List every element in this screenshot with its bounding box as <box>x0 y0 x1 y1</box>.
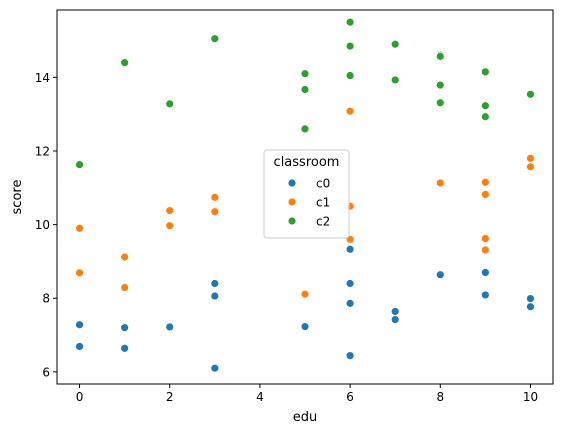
ticks-layer: 0 2 4 6 8 10 6 8 10 12 14 <box>35 71 538 404</box>
data-point-c1 <box>75 268 84 278</box>
data-point-c0 <box>75 320 84 330</box>
data-point-c1 <box>75 223 84 233</box>
data-point-c0 <box>210 279 220 288</box>
data-point-c2 <box>435 98 445 108</box>
data-point-c0 <box>480 290 490 300</box>
y-tick-label: 14 <box>35 71 50 85</box>
data-point-c1 <box>165 221 175 231</box>
data-point-c0 <box>390 307 400 316</box>
y-tick-label: 10 <box>35 218 50 232</box>
y-tick-label: 12 <box>35 144 50 158</box>
data-point-c2 <box>210 34 220 44</box>
data-point-c1 <box>480 177 490 187</box>
x-tick-label: 2 <box>166 390 174 404</box>
data-point-c0 <box>210 363 220 373</box>
data-point-c0 <box>435 270 445 280</box>
data-point-c2 <box>300 69 310 79</box>
data-point-c0 <box>165 322 175 332</box>
x-tick-label: 10 <box>523 390 538 404</box>
legend-box <box>263 149 350 239</box>
data-point-c1 <box>345 106 355 116</box>
data-point-c2 <box>480 101 490 111</box>
y-tick-label: 8 <box>42 292 50 306</box>
data-point-c1 <box>210 207 220 217</box>
data-point-c0 <box>345 351 355 361</box>
data-point-c0 <box>75 342 84 351</box>
x-tick-label: 0 <box>76 390 84 404</box>
data-point-c0 <box>526 302 535 312</box>
x-tick-label: 8 <box>436 390 444 404</box>
data-point-c2 <box>120 58 130 68</box>
legend: classroom c0 c1 c2 <box>263 149 350 239</box>
data-point-c2 <box>480 112 490 122</box>
legend-marker-c0 <box>287 178 297 188</box>
data-point-c1 <box>480 234 490 244</box>
data-point-c1 <box>480 190 490 199</box>
x-tick-label: 4 <box>256 390 264 404</box>
y-tick-label: 6 <box>42 365 50 379</box>
legend-title: classroom <box>274 155 340 170</box>
data-point-c2 <box>435 51 445 61</box>
data-point-c2 <box>300 85 310 94</box>
data-point-c1 <box>480 245 490 255</box>
data-point-c1 <box>435 178 445 188</box>
data-point-c2 <box>345 71 355 80</box>
plot-frame <box>56 9 554 385</box>
y-axis-label: score <box>10 180 25 215</box>
data-point-c2 <box>345 17 355 27</box>
data-point-c0 <box>480 268 490 277</box>
data-point-c0 <box>300 322 310 331</box>
legend-items: c0 c1 c2 <box>287 177 330 229</box>
legend-marker-c1 <box>287 197 297 207</box>
data-point-c0 <box>345 279 355 288</box>
data-point-c2 <box>300 124 310 134</box>
data-point-c0 <box>526 294 535 304</box>
data-point-c2 <box>480 67 490 77</box>
data-point-c2 <box>345 41 355 51</box>
x-axis-label: edu <box>293 410 318 425</box>
data-point-c2 <box>390 39 400 49</box>
data-point-c0 <box>345 244 355 254</box>
data-point-c2 <box>75 160 84 170</box>
marks-layer <box>75 17 535 373</box>
legend-label-c1: c1 <box>316 196 330 210</box>
data-point-c0 <box>120 343 130 353</box>
data-point-c1 <box>526 162 535 172</box>
data-point-c2 <box>165 99 175 109</box>
data-point-c2 <box>390 75 400 85</box>
data-point-c1 <box>165 206 175 216</box>
data-point-c2 <box>526 89 535 99</box>
legend-label-c0: c0 <box>316 177 330 191</box>
data-point-c1 <box>300 289 310 299</box>
legend-marker-c2 <box>287 216 297 226</box>
data-point-c0 <box>120 323 130 333</box>
data-point-c0 <box>390 315 400 324</box>
data-point-c1 <box>120 283 130 292</box>
data-point-c1 <box>526 153 535 163</box>
data-point-c2 <box>435 80 445 90</box>
data-point-c1 <box>210 192 220 202</box>
legend-label-c2: c2 <box>316 215 330 229</box>
data-point-c0 <box>345 298 355 308</box>
data-point-c0 <box>210 291 220 301</box>
data-point-c1 <box>120 252 130 262</box>
x-tick-label: 6 <box>346 390 354 404</box>
